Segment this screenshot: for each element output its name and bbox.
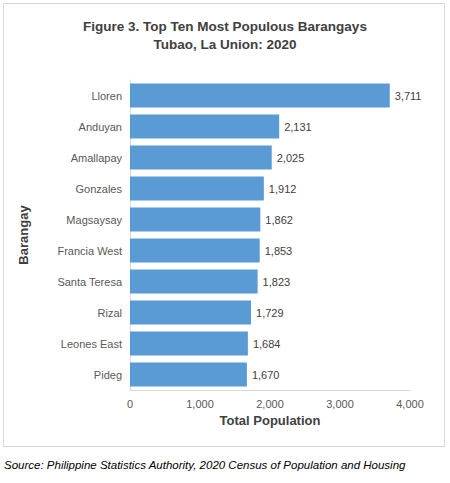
svg-text:0: 0 (127, 398, 133, 410)
svg-text:2,131: 2,131 (284, 121, 312, 133)
svg-text:Rizal: Rizal (98, 307, 122, 319)
svg-text:1,853: 1,853 (265, 245, 293, 257)
svg-text:1,729: 1,729 (256, 307, 284, 319)
svg-text:Santa Teresa: Santa Teresa (57, 276, 123, 288)
svg-text:Figure 3. Top Ten Most Populou: Figure 3. Top Ten Most Populous Barangay… (83, 19, 367, 34)
svg-text:Leones East: Leones East (61, 338, 122, 350)
svg-text:2,000: 2,000 (256, 398, 284, 410)
svg-text:1,670: 1,670 (252, 369, 280, 381)
svg-text:2,025: 2,025 (277, 152, 305, 164)
svg-text:Total Population: Total Population (220, 413, 321, 428)
svg-text:Barangay: Barangay (16, 205, 31, 265)
svg-text:1,912: 1,912 (269, 183, 297, 195)
svg-text:3,000: 3,000 (326, 398, 354, 410)
svg-text:Magsaysay: Magsaysay (66, 214, 122, 226)
svg-text:Tubao, La Union: 2020: Tubao, La Union: 2020 (153, 37, 296, 52)
svg-text:1,862: 1,862 (265, 214, 293, 226)
svg-text:Amallapay: Amallapay (71, 152, 123, 164)
svg-text:Francia West: Francia West (57, 245, 122, 257)
html-text:Source: Philippine Statistics: Source: Philippine Statistics Authority,… (4, 459, 406, 471)
svg-text:Gonzales: Gonzales (76, 183, 123, 195)
svg-text:1,684: 1,684 (253, 338, 281, 350)
svg-text:4,000: 4,000 (396, 398, 424, 410)
svg-text:1,000: 1,000 (186, 398, 214, 410)
svg-text:Pideg: Pideg (94, 369, 122, 381)
svg-text:3,711: 3,711 (395, 90, 422, 102)
svg-text:Lloren: Lloren (91, 90, 122, 102)
svg-text:1,823: 1,823 (263, 276, 291, 288)
svg-text:Anduyan: Anduyan (79, 121, 122, 133)
